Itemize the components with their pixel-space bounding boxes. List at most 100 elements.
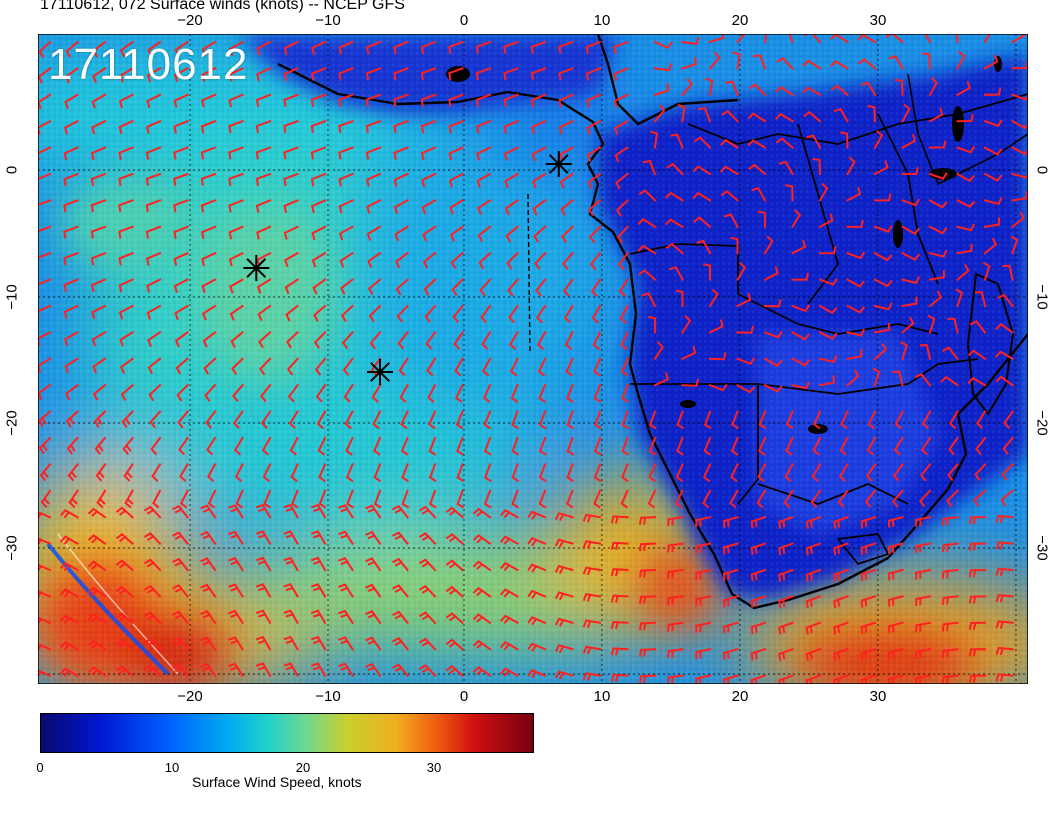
wind-barb [763, 330, 783, 339]
wind-barb [228, 199, 244, 213]
wind-barb [90, 199, 107, 213]
wind-barb [91, 119, 107, 135]
wind-barb [455, 383, 464, 403]
wind-barb [256, 67, 272, 82]
wind-barb [593, 436, 602, 456]
wind-barb [846, 278, 866, 288]
wind-barb [593, 410, 602, 430]
wind-barb [259, 357, 272, 376]
wind-barb [119, 40, 134, 58]
wind-barb [538, 463, 547, 483]
wind-barb [115, 665, 134, 678]
wind-barb [665, 191, 684, 202]
wind-barb [874, 193, 892, 202]
wind-barb [283, 635, 299, 651]
wind-barb [454, 357, 464, 377]
wind-barb [123, 463, 134, 482]
wind-barb [418, 637, 437, 651]
lat-tick-left: −10 [3, 284, 21, 310]
wind-barb [261, 436, 272, 456]
colorbar-label: Surface Wind Speed, knots [192, 774, 362, 790]
wind-barb [228, 662, 244, 677]
wind-barb [616, 225, 629, 244]
wind-barb [888, 55, 904, 70]
wind-barb [803, 110, 822, 123]
wind-barb [915, 648, 932, 659]
wind-barb [423, 278, 437, 296]
wind-barb [983, 172, 1003, 182]
wind-barb [175, 357, 189, 375]
colorbar-tick: 20 [295, 760, 311, 775]
wind-barb [476, 172, 492, 188]
wind-barb [401, 489, 410, 509]
wind-barb [674, 489, 684, 509]
wind-barb [956, 172, 976, 183]
wind-barb [338, 172, 354, 187]
wind-barb [703, 410, 712, 430]
wind-barb [1002, 436, 1014, 455]
wind-barb [255, 583, 272, 598]
lat-tick-left: −30 [3, 535, 21, 561]
wind-barb [665, 242, 684, 255]
wind-barb [839, 131, 849, 149]
wind-barb [92, 67, 107, 83]
wind-barb [118, 225, 134, 239]
wind-barb [59, 641, 79, 651]
wind-barb [173, 172, 189, 186]
wind-barb [201, 40, 217, 57]
wind-barb [228, 583, 244, 598]
wind-barb [708, 383, 728, 392]
wind-barb [283, 199, 299, 213]
wind-barb [178, 436, 189, 456]
wind-barb [967, 349, 987, 361]
wind-barb [531, 119, 547, 135]
wind-barb [499, 588, 519, 598]
wind-barb [592, 331, 602, 351]
wind-barb [833, 621, 849, 635]
wind-barb [941, 568, 959, 579]
wind-barb [38, 66, 52, 84]
wind-barb [638, 674, 657, 684]
wind-barb [449, 225, 464, 242]
wind-barb [638, 542, 657, 552]
wind-speed-field [38, 34, 1028, 684]
lon-tick-bottom: 10 [593, 688, 611, 705]
wind-barb [621, 463, 629, 483]
wind-barb [483, 436, 492, 456]
wind-barb [681, 36, 700, 46]
wind-barb [941, 648, 959, 658]
wind-barb [340, 304, 354, 322]
wind-barb [445, 506, 464, 519]
wind-barb [610, 515, 629, 524]
wind-barb [982, 261, 991, 281]
wind-barb [732, 51, 741, 70]
wind-barb [983, 119, 1003, 128]
wind-barb [928, 270, 946, 281]
wind-barb [530, 93, 547, 108]
wind-barb [721, 109, 739, 123]
wind-barb [201, 93, 217, 108]
wind-barb [393, 40, 409, 55]
wind-barb [338, 40, 354, 55]
lon-tick-top: 30 [869, 12, 887, 29]
wind-barb [418, 611, 437, 625]
wind-barb [200, 199, 217, 213]
wind-barb [124, 489, 134, 509]
wind-barb [338, 67, 354, 81]
wind-barb [559, 172, 574, 189]
wind-barb [708, 288, 719, 308]
wind-barb [681, 378, 700, 387]
wind-barb [956, 145, 976, 154]
wind-barb [681, 78, 693, 97]
wind-barb [233, 410, 244, 429]
wind-barb [365, 636, 382, 651]
wind-barb [234, 463, 244, 483]
wind-barb [499, 614, 519, 625]
wind-barb [582, 513, 602, 523]
wind-barb [87, 507, 107, 519]
wind-barb [757, 463, 767, 483]
wind-barb [258, 330, 272, 349]
wind-barb [637, 218, 657, 229]
wind-barb [420, 119, 437, 134]
wind-barb [310, 556, 327, 572]
